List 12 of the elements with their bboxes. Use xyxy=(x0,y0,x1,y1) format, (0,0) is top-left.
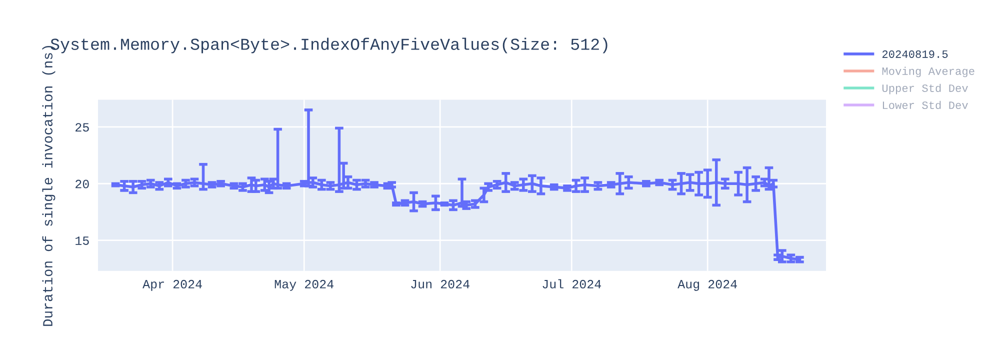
legend-label: Lower Std Dev xyxy=(882,100,968,110)
legend-label: Upper Std Dev xyxy=(882,84,968,94)
legend-label: 20240819.5 xyxy=(882,50,948,58)
y-tick-label: 20 xyxy=(76,180,89,188)
x-tick-label: Jun 2024 xyxy=(411,280,470,288)
x-tick-label: Aug 2024 xyxy=(678,280,737,291)
y-tick-label: 15 xyxy=(76,236,89,245)
x-tick-label: May 2024 xyxy=(274,280,334,291)
y-tick-label: 25 xyxy=(76,123,89,132)
legend-label: Moving Average xyxy=(882,66,974,78)
x-tick-label: Jul 2024 xyxy=(542,279,602,288)
x-tick-label: Apr 2024 xyxy=(142,280,202,291)
